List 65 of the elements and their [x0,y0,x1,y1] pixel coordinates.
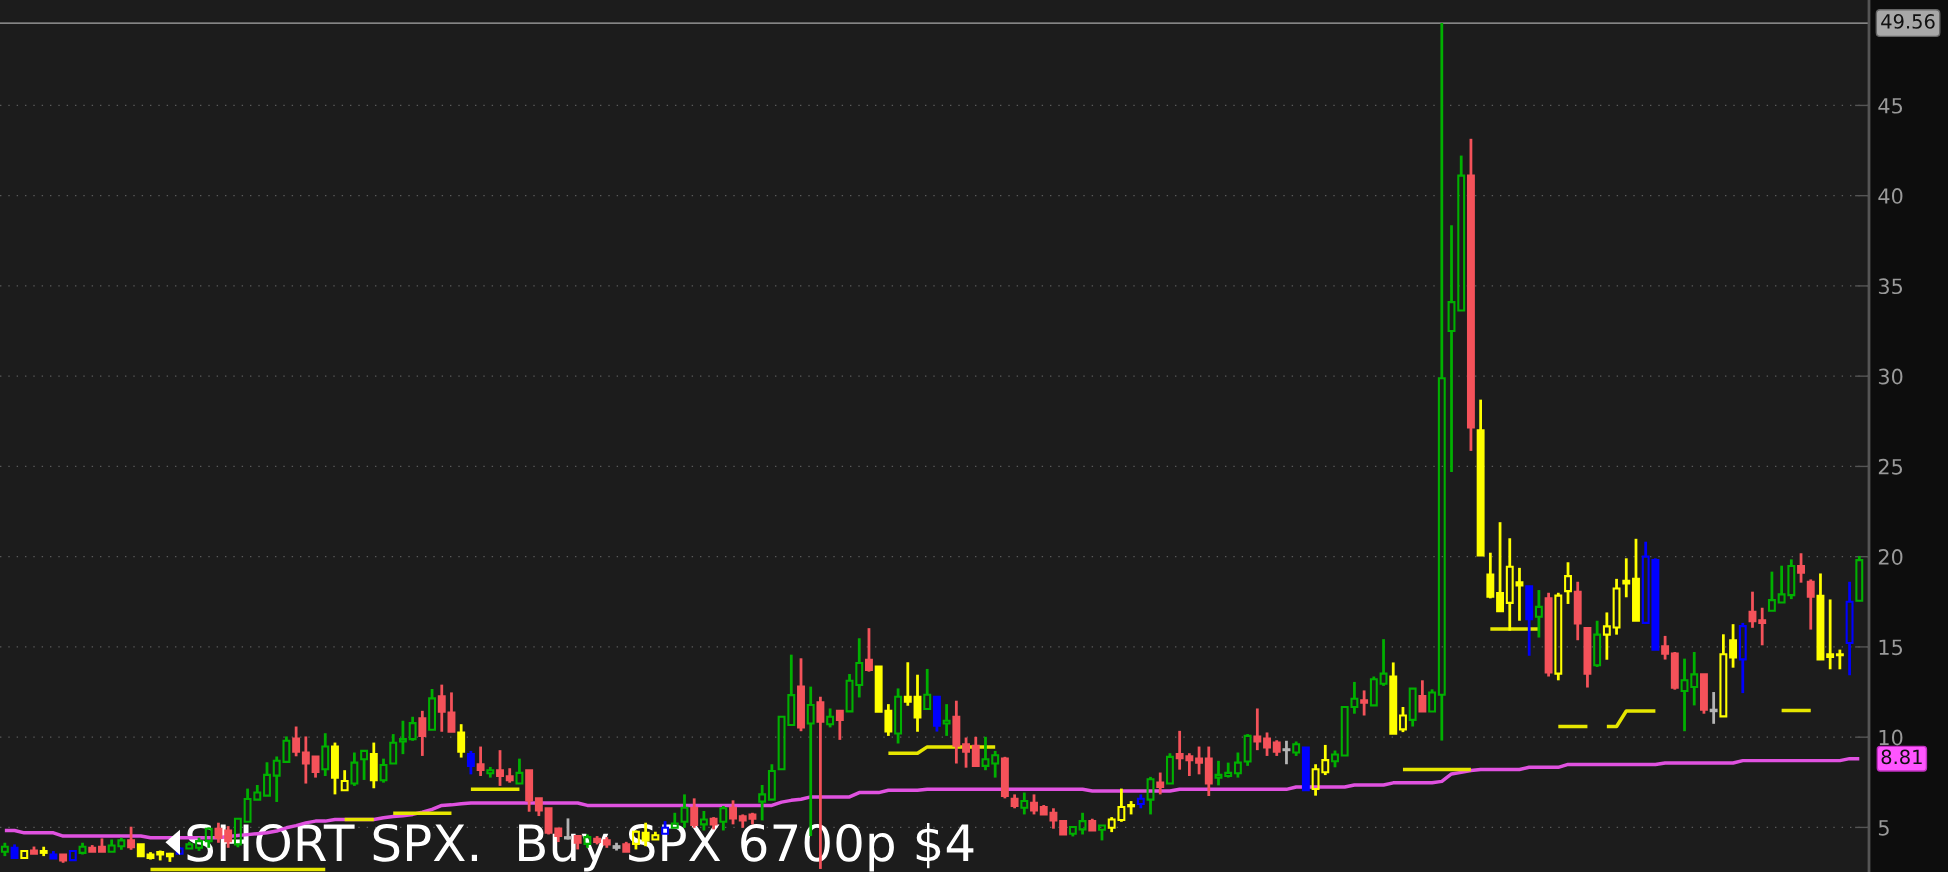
candlestick [981,735,990,772]
candlestick [1806,578,1815,631]
candlestick [1020,791,1029,816]
candlestick [1447,223,1456,474]
candlestick [301,735,310,785]
candlestick [1593,619,1602,669]
candlestick [1573,580,1582,642]
candlestick [1253,707,1262,752]
candlestick [369,741,378,790]
candlestick [476,745,485,778]
candlestick [1544,591,1553,678]
candlestick [1156,771,1165,796]
y-tick-label: 40 [1878,188,1903,204]
y-tick-label: 45 [1878,98,1903,114]
candlestick [1612,577,1621,637]
candlestick [437,683,446,734]
text: 8.81 [1881,749,1922,765]
candlestick [1602,611,1611,662]
y-tick-label: 35 [1878,278,1903,295]
candlestick [457,722,466,759]
candlestick [1437,21,1446,742]
candlestick [0,841,9,858]
y-tick-label: 5 [1878,820,1889,836]
candlestick [1845,580,1854,677]
candlestick [321,731,330,778]
candlestick [583,833,592,850]
candlestick [1272,738,1281,758]
candlestick [1738,621,1747,695]
candlestick [1466,137,1475,453]
candlestick [1680,657,1689,733]
candlestick [1292,740,1301,758]
y-tick-label: 20 [1878,549,1903,565]
candlestick [903,660,912,708]
y-tick-label: 10 [1879,729,1903,746]
candlestick [1243,732,1252,768]
candlestick [1826,598,1835,671]
y-tick-label: 25 [1878,458,1903,475]
candlestick [991,749,1000,779]
candlestick [418,709,427,758]
candlestick [1379,637,1388,688]
candlestick [952,699,961,765]
candlestick [1758,606,1767,647]
candlestick [1505,536,1514,633]
candlestick [855,636,864,699]
candlestick [758,783,767,822]
y-tick-label: 30 [1878,368,1903,385]
candlestick [1554,591,1563,682]
candlestick [1204,745,1213,798]
candlestick [1835,648,1844,671]
candlestick [39,845,48,858]
candlestick [292,725,301,758]
candlestick [1136,792,1145,810]
candlestick [1670,650,1679,692]
candlestick [505,766,514,785]
candlestick [1360,689,1369,717]
candlestick [204,827,213,850]
candlestick [1078,811,1087,836]
candlestick [1690,650,1699,707]
candlestick [379,757,388,785]
ref-line-label: 49.56 [1881,14,1935,29]
candlestick [1515,566,1524,623]
candlestick [408,715,417,743]
candlestick [224,824,233,850]
y-tick-label: 15 [1879,639,1903,656]
candlestick [826,707,835,729]
